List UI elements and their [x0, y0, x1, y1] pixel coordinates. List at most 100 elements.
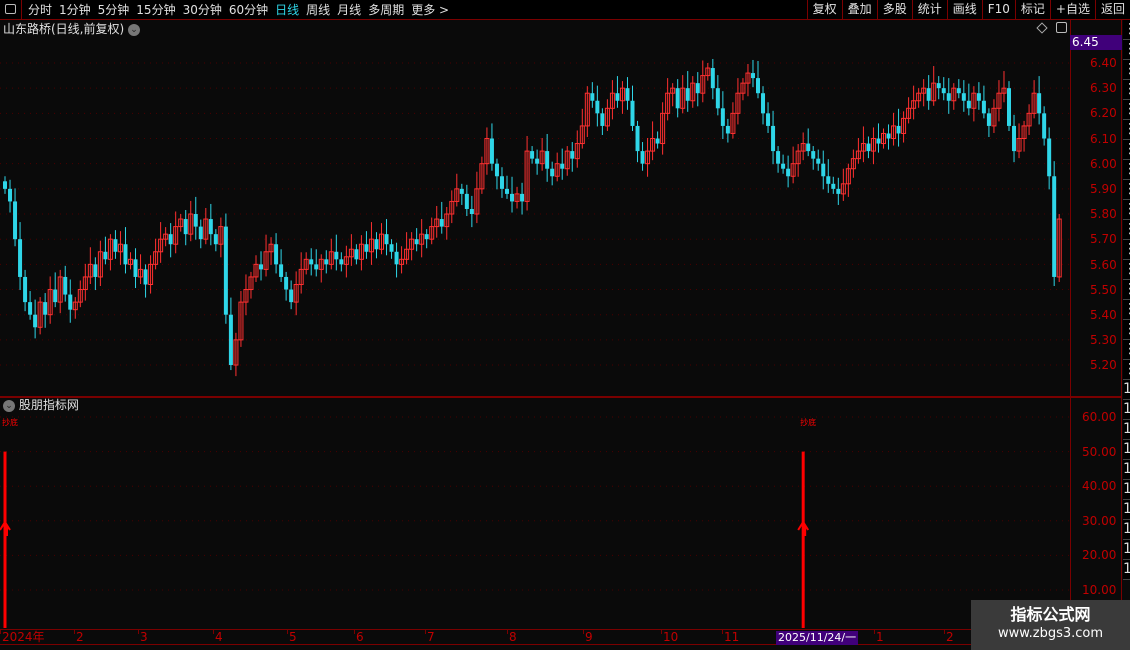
tool-button-4[interactable]: 画线 [946, 0, 982, 20]
candle-body [906, 107, 912, 119]
candle-body [439, 219, 444, 227]
candle-body [213, 234, 218, 245]
candle-body [991, 107, 997, 127]
candle-body [896, 125, 901, 134]
tool-button-2[interactable]: 多股 [876, 0, 912, 20]
tool-button-8[interactable]: 返回 [1094, 0, 1130, 20]
candle-body [790, 163, 796, 177]
candle-body [37, 301, 43, 328]
tool-button-3[interactable]: 统计 [911, 0, 947, 20]
strip-cell: ⋮ [1123, 280, 1130, 300]
strip-cell: 1 [1123, 420, 1130, 440]
panel-icon [5, 4, 16, 14]
candle-body [564, 150, 570, 170]
candle-body [776, 151, 781, 164]
strip-cell: ⋮ [1123, 140, 1130, 160]
candle-body [570, 151, 575, 159]
strip-cell: ⋮ [1123, 340, 1130, 360]
chevron-down-icon[interactable]: ⌄ [3, 399, 15, 412]
candle-body [826, 176, 831, 184]
candle-body [103, 251, 108, 260]
price-tick: 5.70 [1090, 232, 1117, 247]
candle-body [208, 219, 213, 235]
strip-cell: ⋮ [1123, 60, 1130, 80]
candle-body [494, 163, 499, 177]
tool-button-0[interactable]: 复权 [806, 0, 842, 20]
strip-cell: ⋮ [1123, 200, 1130, 220]
candle-body [619, 87, 625, 102]
tool-button-1[interactable]: 叠加 [841, 0, 877, 20]
candle-body [530, 151, 535, 159]
indicator-tick: 10.00 [1082, 583, 1117, 597]
price-tick: 5.40 [1090, 308, 1117, 322]
candle-body [318, 258, 324, 270]
candle-body [8, 188, 13, 202]
candle-body [23, 276, 28, 303]
price-tick: 5.20 [1090, 358, 1117, 373]
indicator-tick: 50.00 [1082, 444, 1117, 459]
strip-cell: ⋮ [1123, 260, 1130, 280]
candle-body [253, 263, 259, 278]
period-tab-7[interactable]: 周线 [306, 3, 331, 17]
period-tab-5[interactable]: 60分钟 [228, 3, 269, 17]
candle-body [13, 201, 18, 240]
candle-body [941, 88, 946, 94]
date-label: 2024年 [2, 630, 45, 644]
date-label: 11 [724, 630, 740, 644]
indicator-title: ⌄ 股朋指标网 [3, 398, 79, 412]
candle-body [33, 314, 38, 328]
date-label: 9 [585, 630, 593, 644]
candle-body [394, 251, 399, 265]
candle-body [931, 82, 937, 102]
date-label: 10 [663, 630, 679, 644]
tool-button-6[interactable]: 标记 [1014, 0, 1050, 20]
period-tab-9[interactable]: 多周期 [368, 3, 405, 17]
candle-body [630, 100, 635, 126]
candle-body [469, 208, 474, 215]
period-tab-0[interactable]: 分时 [28, 3, 53, 17]
tool-button-5[interactable]: F10 [981, 0, 1015, 20]
price-tick: 5.80 [1090, 207, 1117, 222]
date-tick [944, 630, 945, 634]
period-tab-3[interactable]: 15分钟 [136, 3, 176, 17]
candle-body [735, 92, 741, 114]
sidebar-toggle-button[interactable] [0, 0, 22, 20]
strip-cell: ⋮ [1123, 220, 1130, 240]
chevron-down-icon[interactable]: ⌄ [128, 23, 141, 36]
candle-body [740, 82, 746, 94]
candle-body [459, 188, 464, 194]
candle-body [584, 92, 590, 127]
candle-body [524, 150, 530, 202]
price-tick: 6.20 [1090, 106, 1117, 121]
period-tab-10[interactable]: 更多 > [411, 3, 450, 17]
period-tab-6[interactable]: 日线 [275, 3, 300, 17]
price-tick: 5.90 [1090, 182, 1117, 196]
strip-cell: ⋮ [1123, 320, 1130, 340]
period-tab-8[interactable]: 月线 [337, 3, 362, 17]
candle-body [966, 100, 971, 109]
candle-body [87, 263, 93, 278]
strip-cell: ⋮ [1123, 300, 1130, 320]
period-tab-4[interactable]: 30分钟 [182, 3, 222, 17]
period-tab-1[interactable]: 1分钟 [59, 3, 91, 17]
candle-body [795, 150, 801, 165]
candle-body [263, 251, 269, 270]
candle-body [374, 239, 379, 250]
period-tab-2[interactable]: 5分钟 [97, 3, 130, 17]
candle-body [911, 100, 917, 109]
pane-divider[interactable] [0, 396, 1122, 398]
candle-body [660, 112, 666, 145]
tool-button-7[interactable]: +自选 [1049, 0, 1095, 20]
panel-icon[interactable] [1056, 22, 1067, 33]
signal-label: 抄底 [800, 417, 816, 427]
candle-body [289, 289, 294, 303]
watermark-title: 指标公式网 [1010, 605, 1091, 624]
candle-body [133, 259, 138, 277]
candle-body [218, 226, 224, 245]
candle-body [901, 117, 907, 134]
candle-body [474, 188, 480, 215]
date-tick [213, 630, 214, 634]
date-label: 5 [289, 630, 297, 644]
candlestick-chart[interactable]: 抄底 抄底 [0, 0, 1070, 630]
candle-body [650, 138, 656, 152]
